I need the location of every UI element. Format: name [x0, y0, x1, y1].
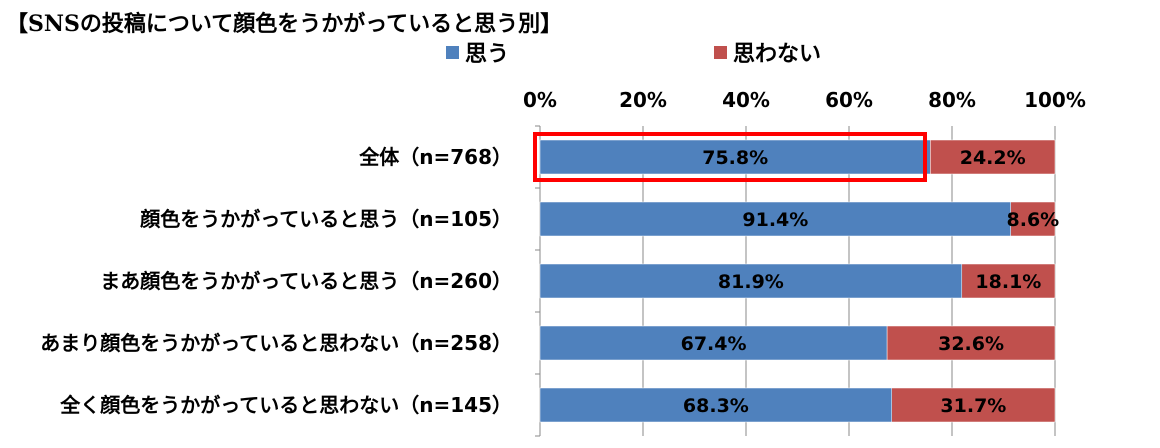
- data-label: 24.2%: [960, 147, 1026, 169]
- data-label: 68.3%: [683, 395, 749, 417]
- data-label: 67.4%: [681, 333, 747, 355]
- category-label: 全く顔色をうかがっていると思わない（n=145）: [59, 393, 512, 417]
- data-label: 31.7%: [940, 395, 1006, 417]
- bar-omowanai: [886, 325, 1056, 361]
- tick-label: 20%: [619, 88, 667, 112]
- category-label: 全体（n=768）: [358, 145, 512, 169]
- bar-omou: [539, 201, 1011, 237]
- data-label: 32.6%: [938, 333, 1004, 355]
- legend-swatch-omou: [446, 45, 459, 59]
- data-label: 91.4%: [742, 209, 808, 231]
- data-label: 18.1%: [975, 271, 1041, 293]
- tick-label: 40%: [722, 88, 770, 112]
- legend-item-omowanai: 思わない: [714, 38, 822, 67]
- tick-label: 100%: [1024, 88, 1086, 112]
- tick-label: 0%: [523, 88, 557, 112]
- category-label: まあ顔色をうかがっていると思う（n=260）: [100, 269, 512, 293]
- tick-label: 60%: [825, 88, 873, 112]
- bar-omou: [539, 325, 888, 361]
- tick-label: 80%: [928, 88, 976, 112]
- bar-omowanai: [930, 139, 1056, 175]
- data-label: 75.8%: [702, 147, 768, 169]
- legend-item-omou: 思う: [446, 38, 510, 67]
- chart-title: 【SNSの投稿について顔色をうかがっていると思う別】: [6, 11, 563, 37]
- legend-label-omowanai: 思わない: [733, 42, 822, 67]
- bar-omou: [539, 263, 963, 299]
- data-label: 81.9%: [718, 271, 784, 293]
- legend-label-omou: 思う: [465, 42, 510, 67]
- bar-omowanai: [1010, 201, 1056, 237]
- bar-omowanai: [961, 263, 1056, 299]
- bar-omowanai: [891, 387, 1056, 423]
- category-label: あまり顔色をうかがっていると思わない（n=258）: [40, 331, 512, 355]
- bar-omou: [539, 387, 892, 423]
- highlight-box: [533, 132, 927, 182]
- data-label: 8.6%: [1007, 209, 1060, 231]
- legend-swatch-omowanai: [714, 45, 727, 59]
- category-label: 顔色をうかがっていると思う（n=105）: [139, 207, 512, 231]
